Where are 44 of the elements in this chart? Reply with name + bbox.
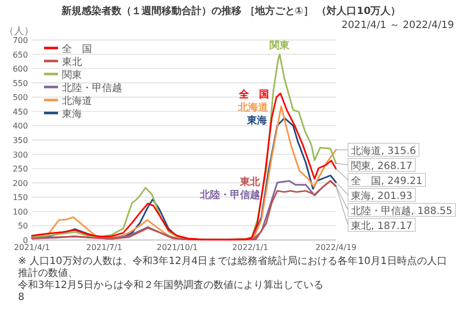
data-label: 関東, 268.17 [351,160,412,172]
text: 8 [18,292,24,303]
text: 関東 [270,40,290,52]
text: 北陸・甲信越 [200,190,260,201]
y-tick-label: 200 [12,178,28,188]
y-tick-label: 250 [12,164,28,174]
x-tick-label: 2021/7/1 [86,243,122,252]
y-tick-label: 100 [12,207,28,216]
text: ※ 人口10万対の人数は、令和3年12月4日までは総務省統計局における各年10月1日時点の人口推計の数値、 [18,255,447,279]
text: 東海 [246,115,267,126]
y-tick-label: 350 [12,136,28,145]
data-label: 東北, 187.17 [351,220,412,232]
legend-label: 東北 [62,56,82,68]
y-tick-label: 650 [12,50,28,60]
y-tick-label: 300 [12,150,28,160]
y-axis-title: （人） [4,26,34,37]
x-tick-label: 2021/4/1 [14,243,50,252]
y-tick-label: 700 [12,36,28,45]
text: 2021/4/1 ～ 2022/4/19 [341,20,454,31]
y-tick-label: 400 [12,122,28,131]
y-tick-label: 150 [12,193,28,202]
data-label: 全 国, 249.21 [351,174,422,187]
y-tick-label: 0 [22,236,28,245]
data-label: 東海, 201.93 [351,190,412,202]
y-tick-label: 500 [12,93,28,102]
legend-label: 北海道 [62,95,92,107]
text: 全 国 [239,89,270,100]
legend-label: 全 国 [62,43,92,55]
legend-label: 北陸・甲信越 [62,82,122,94]
text: 令和3年12月5日からは令和２年国勢調査の数値により算出している [18,279,324,291]
chart-title: 新規感染者数（１週間移動合計）の推移 ［地方ごと①］ （対人口10万人） [60,5,401,17]
y-tick-label: 600 [12,64,28,74]
text: 東北 [240,176,260,188]
data-label: 北陸・甲信越, 188.55 [351,204,452,217]
y-tick-label: 50 [18,222,28,231]
x-tick-label: 2022/1/1 [232,243,268,252]
legend-label: 関東 [62,69,82,81]
data-label: 北海道, 315.6 [351,144,416,157]
y-tick-label: 450 [12,107,28,116]
y-tick-label: 550 [12,78,28,88]
x-tick-label: 2021/10/1 [156,243,198,252]
text: 北海道 [238,102,268,114]
legend-label: 東海 [62,108,82,120]
x-tick-label: 2022/4/19 [315,243,357,252]
